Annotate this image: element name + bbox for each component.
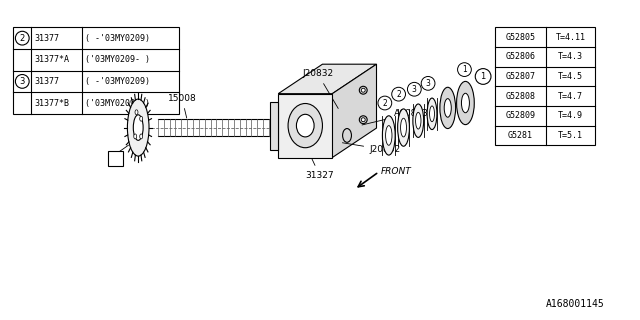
Ellipse shape <box>359 116 367 124</box>
Ellipse shape <box>342 129 351 142</box>
Text: 31377*A: 31377*A <box>34 55 69 64</box>
Text: 2: 2 <box>383 99 387 108</box>
Text: ( -'03MY0209): ( -'03MY0209) <box>85 34 150 43</box>
Ellipse shape <box>135 110 138 115</box>
Ellipse shape <box>427 98 437 130</box>
Text: 3: 3 <box>20 77 25 86</box>
Ellipse shape <box>382 116 395 155</box>
Text: G52809: G52809 <box>506 111 536 120</box>
Polygon shape <box>332 64 376 157</box>
Ellipse shape <box>429 106 435 122</box>
Bar <box>13 27 179 114</box>
Text: 31377: 31377 <box>34 34 59 43</box>
Ellipse shape <box>134 134 137 139</box>
Text: 2: 2 <box>396 90 401 99</box>
Ellipse shape <box>401 118 406 137</box>
Ellipse shape <box>361 118 365 122</box>
Bar <box>495 27 595 145</box>
Text: 1: 1 <box>462 65 467 74</box>
Text: 3: 3 <box>412 85 417 94</box>
Ellipse shape <box>127 99 149 156</box>
Text: G52805: G52805 <box>506 33 536 42</box>
Text: G52808: G52808 <box>506 92 536 100</box>
Ellipse shape <box>415 112 421 129</box>
Ellipse shape <box>288 103 323 148</box>
Text: ( -'03MY0209): ( -'03MY0209) <box>85 77 150 86</box>
Text: ('03MY0209- ): ('03MY0209- ) <box>85 55 150 64</box>
Text: 31327: 31327 <box>305 158 334 180</box>
Ellipse shape <box>296 114 314 137</box>
Ellipse shape <box>385 126 392 145</box>
Text: 31377*B: 31377*B <box>34 99 69 108</box>
Text: T=4.7: T=4.7 <box>558 92 583 100</box>
Ellipse shape <box>397 109 410 146</box>
Text: T=4.11: T=4.11 <box>556 33 586 42</box>
Ellipse shape <box>444 99 451 117</box>
Text: A168001145: A168001145 <box>546 300 605 309</box>
Ellipse shape <box>140 116 143 121</box>
Text: A60803: A60803 <box>362 109 429 125</box>
Text: G52806: G52806 <box>506 52 536 61</box>
Text: 1: 1 <box>481 72 486 81</box>
Text: 3: 3 <box>426 79 431 88</box>
Text: 2: 2 <box>20 34 25 43</box>
Polygon shape <box>278 64 376 94</box>
Ellipse shape <box>456 81 474 124</box>
Text: 31377: 31377 <box>34 77 59 86</box>
Text: ('03MY0209- ): ('03MY0209- ) <box>85 99 150 108</box>
Text: T=4.9: T=4.9 <box>558 111 583 120</box>
Ellipse shape <box>140 134 143 139</box>
Text: A: A <box>113 154 118 163</box>
Ellipse shape <box>361 88 365 92</box>
Text: G5281: G5281 <box>508 131 533 140</box>
Text: G52807: G52807 <box>506 72 536 81</box>
Text: J20832: J20832 <box>342 143 400 154</box>
Ellipse shape <box>413 104 424 137</box>
Text: T=4.3: T=4.3 <box>558 52 583 61</box>
Ellipse shape <box>440 87 456 129</box>
Text: J20832: J20832 <box>302 69 339 108</box>
Text: T=4.5: T=4.5 <box>558 72 583 81</box>
Polygon shape <box>270 101 278 150</box>
Text: T=5.1: T=5.1 <box>558 131 583 140</box>
Ellipse shape <box>133 115 143 140</box>
Ellipse shape <box>359 86 367 94</box>
Polygon shape <box>278 94 332 157</box>
Ellipse shape <box>461 93 469 113</box>
Text: FRONT: FRONT <box>381 167 412 176</box>
FancyBboxPatch shape <box>108 151 124 166</box>
Text: 15008: 15008 <box>168 94 196 118</box>
